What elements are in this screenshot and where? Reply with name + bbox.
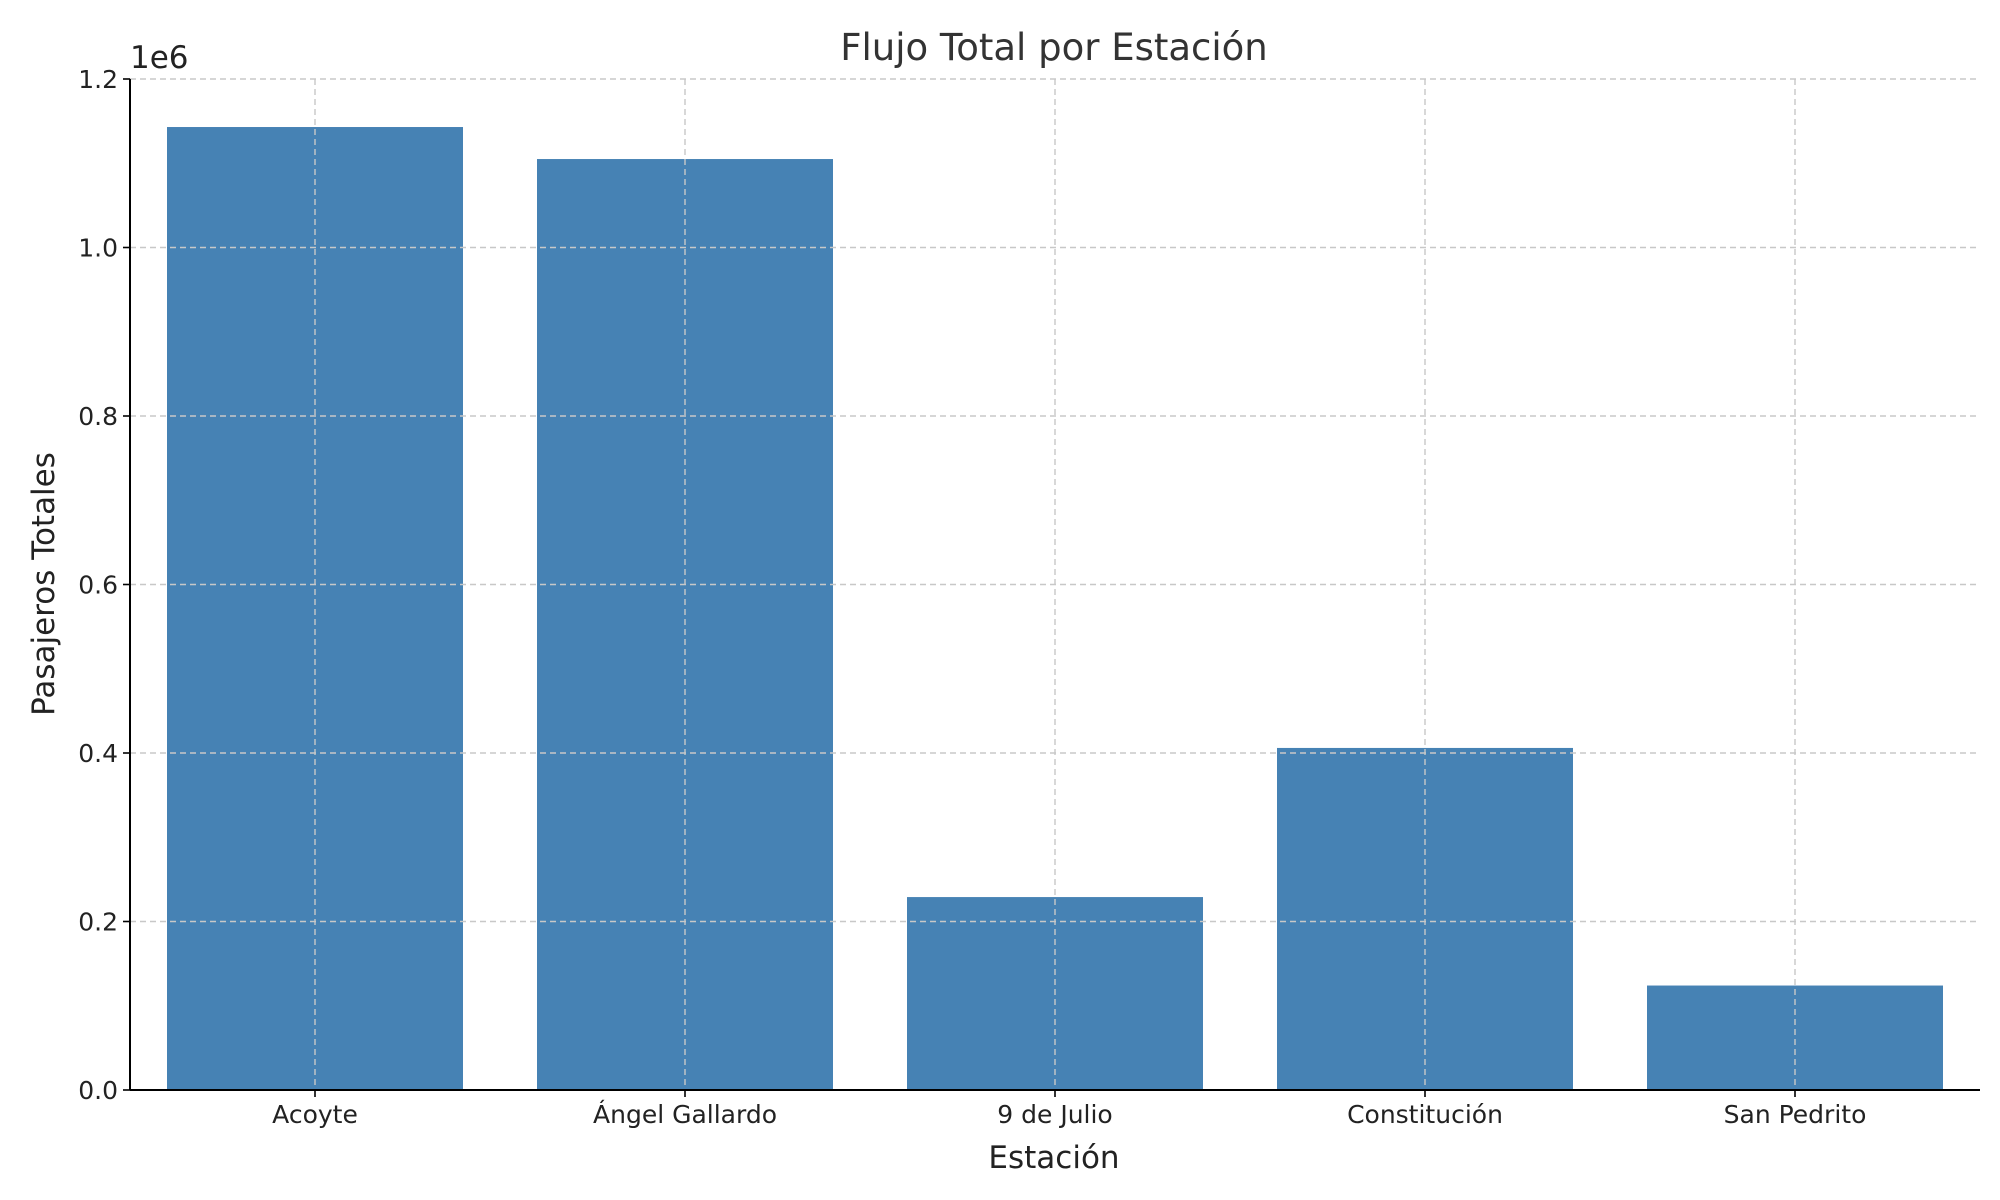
x-tick-label: Constitución [1347,1100,1503,1129]
y-ticks: 0.0 0.2 0.4 0.6 0.8 1.0 1.2 [78,65,130,1105]
y-tick-label: 0.4 [78,739,118,768]
y-axis-label: Pasajeros Totales [26,452,62,716]
chart-title: Flujo Total por Estación [840,26,1268,69]
y-tick-label: 0.2 [78,908,118,937]
y-tick-label: 1.2 [78,65,118,94]
x-ticks: Acoyte Ángel Gallardo 9 de Julio Constituci… [272,1090,1866,1129]
y-tick-label: 0.0 [78,1076,118,1105]
x-tick-label: 9 de Julio [997,1100,1112,1129]
x-axis-label: Estación [988,1140,1119,1176]
x-tick-label: San Pedrito [1724,1100,1867,1129]
y-offset-label: 1e6 [130,40,189,76]
y-tick-label: 1.0 [78,234,118,263]
y-tick-label: 0.6 [78,571,118,600]
y-tick-label: 0.8 [78,402,118,431]
x-tick-label: Acoyte [272,1100,358,1129]
x-tick-label: Ángel Gallardo [593,1100,777,1129]
